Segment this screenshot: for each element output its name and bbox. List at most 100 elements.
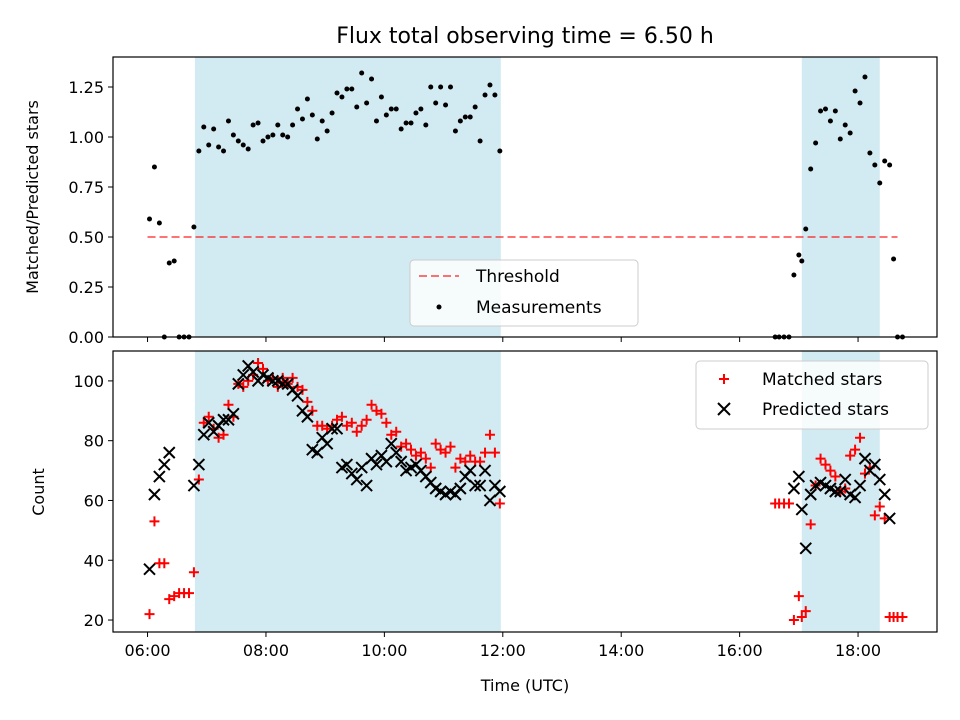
measurement-point	[393, 106, 399, 112]
matched-star-point	[869, 510, 880, 521]
bottom-plot: 20 40 60 80 100 06:00 08:00 10:00 12:00 14:00 16:0…	[73, 350, 938, 660]
bottom-y-tick-label: 60	[84, 491, 104, 510]
bottom-observing-span-0	[194, 351, 501, 632]
predicted-star-point	[390, 446, 403, 459]
measurement-point	[250, 122, 256, 128]
predicted-star-point	[325, 422, 339, 435]
measurement-point	[151, 164, 157, 170]
measurement-point	[862, 74, 868, 80]
measurements-legend-swatch	[436, 304, 442, 310]
matched-star-point	[159, 558, 170, 569]
predicted-star-point	[153, 470, 166, 483]
measurement-point	[280, 132, 286, 138]
measurement-point	[339, 94, 345, 100]
predicted-star-point	[311, 446, 324, 459]
top-y-axis-label: Matched/Predicted stars	[23, 100, 42, 294]
measurement-point	[295, 106, 301, 112]
bottom-legend: Matched stars Predicted stars	[695, 360, 929, 430]
predicted-star-point	[158, 458, 171, 471]
matched-star-point	[391, 426, 402, 437]
measurement-point	[324, 128, 330, 134]
measurement-point	[462, 114, 468, 120]
measurement-point	[275, 122, 281, 128]
measurement-point	[245, 146, 251, 152]
predicted-star-point	[848, 491, 862, 504]
predicted-star-point	[853, 479, 867, 492]
predicted-star-point	[787, 482, 801, 495]
matched-star-point	[815, 453, 826, 464]
measurement-point	[467, 114, 473, 120]
matched-star-point	[825, 465, 836, 476]
measurement-point	[808, 166, 814, 172]
top-y-tick-label: 0.00	[68, 328, 104, 347]
measurement-point	[799, 258, 805, 264]
matched-star-point	[336, 411, 347, 422]
measurement-point	[857, 100, 863, 106]
measurement-point	[447, 84, 453, 90]
matched-star-point	[361, 414, 372, 425]
matched-star-point	[445, 441, 456, 452]
predicted-star-point	[246, 365, 260, 379]
measurement-point	[230, 132, 236, 138]
matched-star-point	[879, 513, 890, 524]
matched-star-point	[415, 447, 426, 458]
measurement-point	[285, 134, 291, 140]
measurement-point	[398, 126, 404, 132]
measurement-point	[314, 136, 320, 142]
chart-title: Flux total observing time = 6.50 h	[336, 24, 714, 49]
measurement-point	[487, 82, 493, 88]
top-y-tick-label: 0.75	[68, 178, 104, 197]
matched-star-point	[830, 471, 841, 482]
measurement-point	[413, 110, 419, 116]
measurement-point	[270, 132, 276, 138]
bottom-y-tick-label: 80	[84, 432, 104, 451]
measurement-point	[403, 120, 409, 126]
predicted-star-point	[792, 470, 806, 483]
measurement-point	[299, 116, 305, 122]
measurement-point	[206, 142, 212, 148]
bottom-legend-box	[695, 360, 929, 430]
matched-star-point	[356, 420, 367, 431]
measurement-point	[872, 162, 878, 168]
measurement-point	[309, 112, 315, 118]
measurement-point	[877, 180, 883, 186]
matched-star-point	[855, 432, 866, 443]
predicted-star-point	[266, 374, 280, 388]
measurement-point	[796, 252, 802, 258]
measurement-point	[211, 126, 217, 132]
matched-star-point	[198, 417, 209, 428]
predicted-star-point	[202, 416, 215, 429]
measurement-point	[364, 100, 370, 106]
matched-star-point	[149, 516, 160, 527]
matched-star-point	[874, 501, 885, 512]
measurement-point	[791, 272, 797, 278]
predicted-legend-label: Predicted stars	[762, 400, 889, 420]
predicted-star-point	[360, 479, 373, 492]
measurement-point	[260, 138, 266, 144]
measurement-point	[852, 88, 858, 94]
measurement-point	[349, 86, 355, 92]
measurement-point	[334, 90, 340, 96]
predicted-star-point	[227, 407, 240, 420]
predicted-star-point	[340, 458, 354, 471]
predicted-star-point	[163, 446, 176, 459]
predicted-star-point	[454, 482, 467, 495]
predicted-star-point	[883, 512, 896, 525]
predicted-star-point	[483, 494, 497, 507]
matched-legend-label: Matched stars	[762, 370, 882, 390]
matched-star-point	[845, 450, 856, 461]
threshold-legend-label: Threshold	[475, 267, 560, 287]
predicted-star-point	[493, 485, 507, 498]
predicted-star-point	[464, 464, 477, 477]
predicted-star-point	[804, 488, 817, 501]
predicted-star-point	[217, 413, 230, 426]
measurement-point	[428, 84, 434, 90]
matched-star-point	[480, 447, 491, 458]
matched-star-point	[897, 612, 908, 623]
bottom-y-axis-label: Count	[29, 468, 48, 516]
top-y-tick-label: 0.50	[68, 228, 104, 247]
predicted-legend-swatch	[717, 402, 731, 416]
measurement-point	[433, 100, 439, 106]
predicted-star-point	[380, 455, 393, 468]
matched-star-point	[494, 498, 505, 509]
